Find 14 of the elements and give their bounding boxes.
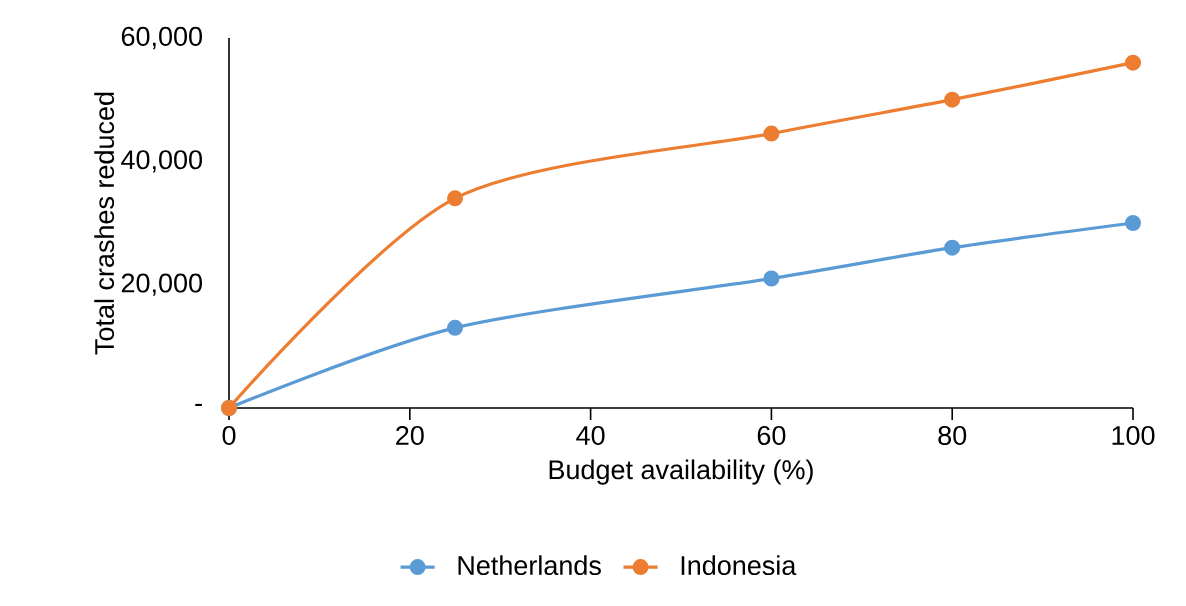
y-tick-label: 40,000 [121, 150, 202, 173]
y-tick-label: - [195, 403, 202, 406]
x-tick-label: 40 [576, 425, 605, 446]
x-tick-label: 80 [938, 425, 967, 446]
x-tick-label: 0 [222, 425, 236, 446]
legend-label: Indonesia [681, 555, 797, 576]
x-tick-label: 60 [757, 425, 786, 446]
legend-label: Netherlands [458, 555, 601, 576]
y-axis-title: Total crashes reduced [94, 92, 115, 355]
y-tick-label: 60,000 [121, 26, 202, 50]
x-axis-title: Budget availability (%) [549, 459, 813, 485]
x-tick-label: 20 [396, 425, 424, 446]
y-tick-label: 20,000 [121, 273, 202, 296]
x-tick-label: 100 [1112, 425, 1155, 446]
